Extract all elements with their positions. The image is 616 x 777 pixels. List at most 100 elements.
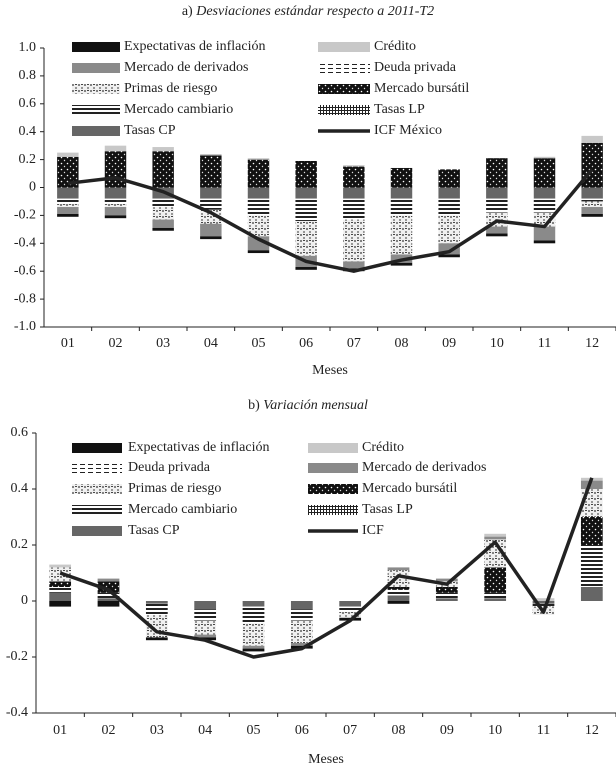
title: Desviaciones estándar respecto a 2011-T2 xyxy=(195,4,434,19)
y-tick-label: -0.2 xyxy=(6,649,28,664)
x-axis-label: Meses xyxy=(312,363,348,378)
bar-segment xyxy=(484,592,507,599)
bar-segment xyxy=(486,198,508,213)
bar-segment xyxy=(247,158,270,160)
bar-segment xyxy=(387,589,410,596)
x-tick-label: 07 xyxy=(347,336,361,351)
bar-segment xyxy=(532,603,555,607)
bar-segment xyxy=(438,187,460,199)
bar-segment xyxy=(438,243,460,255)
x-tick-label: 01 xyxy=(61,336,75,351)
legend-swatch xyxy=(72,126,120,136)
bar-segment xyxy=(194,601,217,610)
y-tick-label: -0.4 xyxy=(6,705,28,720)
legend-label: Mercado de derivados xyxy=(362,460,486,475)
bar-segment xyxy=(242,645,265,649)
bar-segment xyxy=(581,207,603,215)
bar-segment xyxy=(339,601,362,607)
x-tick-label: 03 xyxy=(150,723,164,738)
x-tick-label: 10 xyxy=(490,336,504,351)
legend-label: Expectativas de inflación xyxy=(128,440,270,455)
bar-segment xyxy=(104,207,127,216)
bar-segment xyxy=(97,598,120,601)
y-tick-label: 0.6 xyxy=(19,96,37,111)
y-tick-label: 0.8 xyxy=(19,68,37,83)
bar-segment xyxy=(486,158,508,188)
bar-segment xyxy=(339,612,362,618)
legend-swatch xyxy=(318,42,370,52)
bar-segment xyxy=(290,601,313,610)
bar-segment xyxy=(57,152,79,157)
bar-segment xyxy=(486,187,508,199)
legend-swatch xyxy=(72,42,120,52)
bar-segment xyxy=(57,187,79,199)
bar-segment xyxy=(438,169,460,188)
bar-segment xyxy=(290,620,313,643)
y-tick-label: 1.0 xyxy=(19,40,37,55)
legend-label: ICF México xyxy=(374,123,442,138)
bar-segment xyxy=(435,598,458,601)
bar-segment xyxy=(438,215,460,244)
title: Variación mensual xyxy=(263,398,368,413)
bar-segment xyxy=(390,262,413,266)
x-tick-label: 02 xyxy=(109,336,123,351)
legend-swatch xyxy=(308,505,358,515)
bar-segment xyxy=(290,609,313,621)
bar-segment xyxy=(435,578,458,582)
bar-segment xyxy=(295,160,317,188)
bar-segment xyxy=(533,212,556,227)
y-tick-label: -0.8 xyxy=(14,291,36,306)
bar-segment xyxy=(339,606,362,613)
legend-label: Mercado cambiario xyxy=(124,102,233,117)
legend-swatch xyxy=(72,505,122,515)
bar-segment xyxy=(247,250,270,254)
x-tick-label: 01 xyxy=(53,723,67,738)
bar-segment xyxy=(581,201,603,208)
bar-segment xyxy=(104,145,127,152)
legend-swatch xyxy=(72,526,122,536)
bar-segment xyxy=(104,204,127,208)
bar-segment xyxy=(580,480,603,489)
bar-segment xyxy=(104,151,127,188)
bar-segment xyxy=(49,581,72,587)
bar-segment xyxy=(533,240,556,244)
y-tick-label: -1.0 xyxy=(14,319,36,334)
bar-segment xyxy=(581,135,603,143)
legend-label: Mercado bursátil xyxy=(374,81,469,96)
legend-label: Crédito xyxy=(374,39,416,54)
x-tick-label: 08 xyxy=(395,336,409,351)
bar-segment xyxy=(145,637,168,641)
bar-segment xyxy=(97,601,120,607)
bar-segment xyxy=(533,187,556,199)
x-axis-label: Meses xyxy=(308,752,344,767)
y-tick-label: 0.2 xyxy=(11,537,29,552)
bar-segment xyxy=(580,587,603,601)
y-tick-label: 0.4 xyxy=(19,124,37,139)
bar-segment xyxy=(200,155,222,188)
bar-segment xyxy=(533,156,556,159)
bar-segment xyxy=(242,601,265,607)
legend-swatch xyxy=(72,63,120,73)
legend-label: Mercado bursátil xyxy=(362,481,457,496)
bar-segment xyxy=(533,226,556,241)
x-tick-label: 10 xyxy=(488,723,502,738)
bar-segment xyxy=(200,154,222,156)
bar-segment xyxy=(581,214,603,217)
bar-segment xyxy=(390,198,413,216)
x-tick-label: 09 xyxy=(440,723,454,738)
bar-segment xyxy=(97,592,120,599)
bar-segment xyxy=(390,187,413,199)
bar-segment xyxy=(295,267,317,270)
legend-label: Mercado de derivados xyxy=(124,60,248,75)
bar-segment xyxy=(200,187,222,199)
y-tick-label: 0 xyxy=(29,180,36,195)
bar-segment xyxy=(486,233,508,237)
bar-segment xyxy=(247,159,270,188)
bar-segment xyxy=(200,223,222,237)
bar-segment xyxy=(387,587,410,590)
bar-segment xyxy=(484,533,507,537)
bar-segment xyxy=(438,198,460,216)
y-tick-label: -0.4 xyxy=(14,236,36,251)
bar-segment xyxy=(390,167,413,188)
